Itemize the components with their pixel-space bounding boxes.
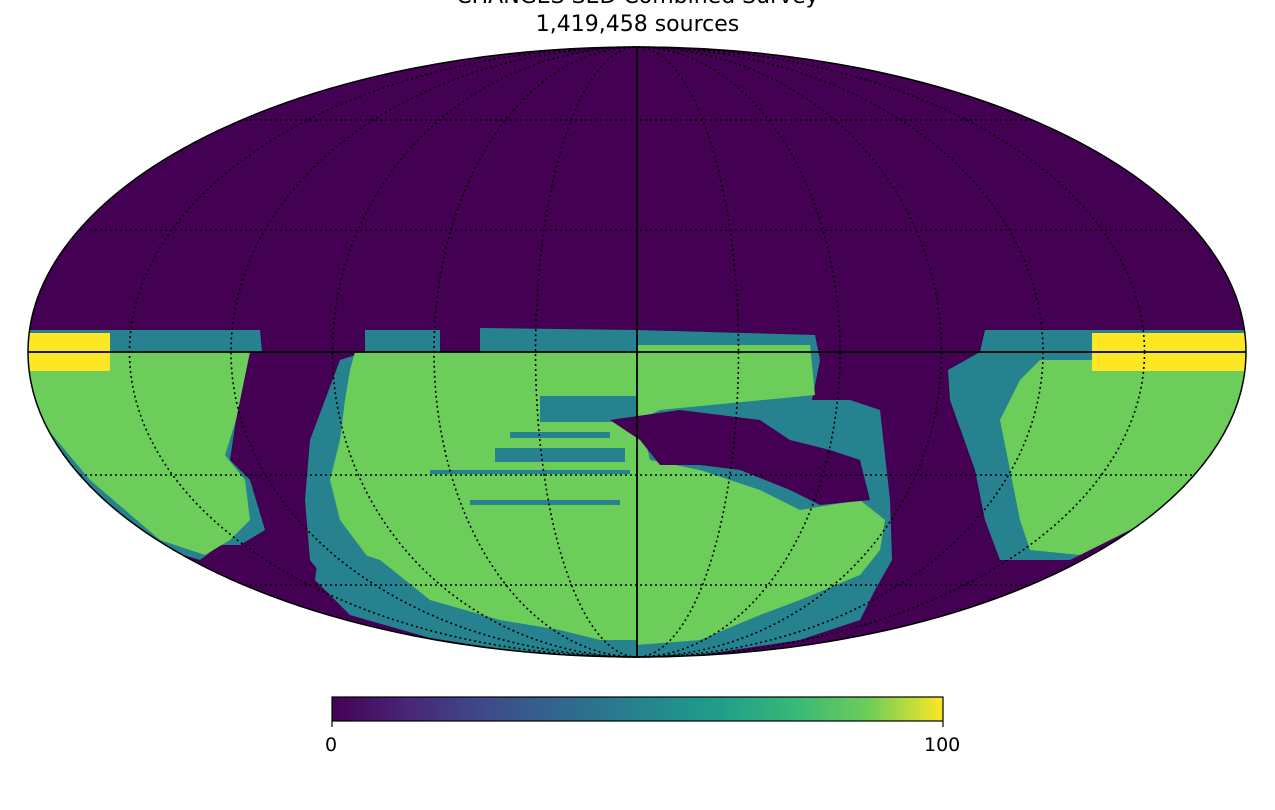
map-title: CHANGES SED Combined Survey xyxy=(0,0,1275,9)
coverage-strip-teal-3 xyxy=(510,432,610,438)
map-subtitle: 1,419,458 sources xyxy=(535,12,740,37)
coverage-strip-teal-1 xyxy=(540,396,636,422)
coverage-hole-right-center xyxy=(610,410,870,505)
coverage-region-right-green xyxy=(1000,360,1246,555)
colorbar-min-label: 0 xyxy=(325,734,338,756)
coverage-strip-teal-4 xyxy=(470,500,620,505)
coverage-region-center-lower-teal xyxy=(315,540,636,657)
map-outline xyxy=(27,46,1247,658)
colorbar-max-label: 100 xyxy=(924,734,961,756)
coverage-strip-teal-2 xyxy=(495,448,625,462)
coverage-region-left-green xyxy=(28,352,250,555)
coverage-strip-teal-5 xyxy=(430,470,630,474)
coverage-region-right-center-green xyxy=(636,345,885,645)
colorbar xyxy=(331,696,944,722)
